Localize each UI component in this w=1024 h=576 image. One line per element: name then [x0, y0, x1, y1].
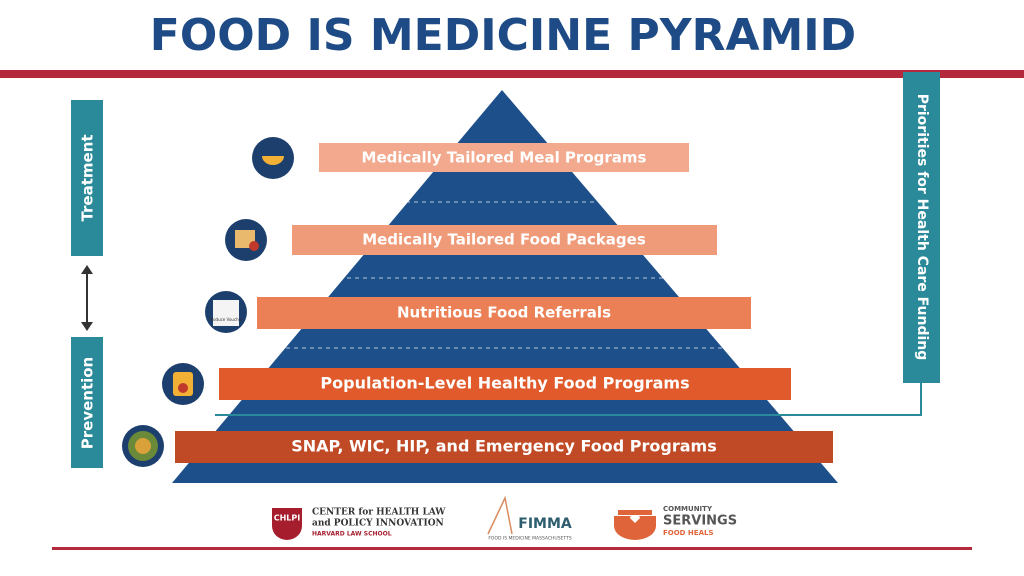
- logo-mark: CHLPI: [274, 514, 301, 523]
- treatment-box: [71, 100, 103, 256]
- tier-bar: [319, 143, 689, 172]
- bottom-rule: [52, 547, 972, 550]
- logo-mark: SERVINGS: [663, 514, 737, 529]
- logos: CHLPI CENTER for HEALTH LAW and POLICY I…: [272, 495, 737, 542]
- tier-bar: [292, 225, 717, 255]
- tier-bar: [219, 368, 791, 400]
- top-rule: [0, 70, 1024, 78]
- dividers: [270, 201, 756, 349]
- tier-bar: [257, 297, 751, 329]
- icon-text: Produce Voucher: [209, 317, 243, 322]
- tier-label: SNAP, WIC, HIP, and Emergency Food Progr…: [291, 437, 716, 456]
- treatment-label: Treatment: [79, 134, 97, 221]
- tier-label: Population-Level Healthy Food Programs: [320, 374, 689, 393]
- logo-text: COMMUNITY: [663, 505, 713, 513]
- arrow: [81, 265, 93, 331]
- title: FOOD IS MEDICINE PYRAMID: [150, 10, 856, 61]
- icons: Produce Voucher: [122, 137, 294, 467]
- prevention-label: Prevention: [79, 357, 97, 450]
- tiers: Medically Tailored Meal Programs Medical…: [175, 143, 833, 463]
- logo-text: and POLICY INNOVATION: [312, 519, 444, 529]
- prevention-box: [71, 337, 103, 468]
- logo-text: CENTER for HEALTH LAW: [312, 508, 446, 518]
- tier-bar: [175, 431, 833, 463]
- logo-text: FOOD HEALS: [663, 529, 714, 537]
- logo-mark: FIMMA: [518, 516, 572, 532]
- funding-line: [215, 383, 922, 416]
- tier-label: Nutritious Food Referrals: [397, 304, 611, 322]
- tier-label: Medically Tailored Meal Programs: [362, 149, 647, 167]
- funding-label: Priorities for Health Care Funding: [914, 94, 930, 361]
- logo-text: FOOD IS MEDICINE MASSACHUSETTS: [488, 536, 572, 542]
- funding-box: [903, 72, 940, 383]
- logo-text: HARVARD LAW SCHOOL: [312, 531, 392, 538]
- tier-label: Medically Tailored Food Packages: [362, 231, 646, 249]
